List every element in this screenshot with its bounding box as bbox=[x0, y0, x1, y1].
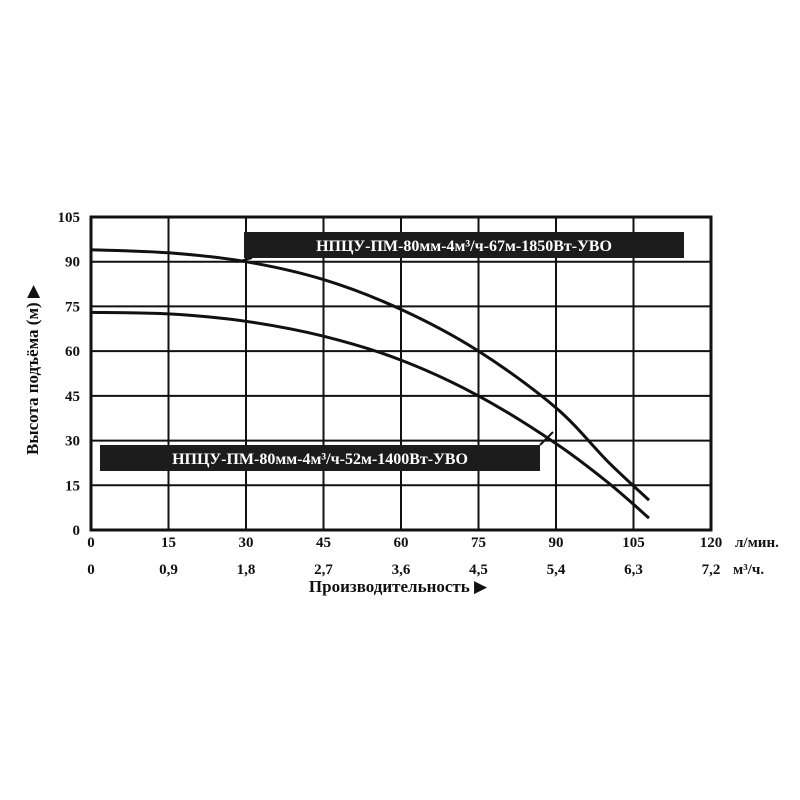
x-tick-label-secondary: 2,7 bbox=[314, 562, 333, 578]
x-tick-label-primary: 60 bbox=[394, 535, 409, 551]
x-tick-label-secondary: 1,8 bbox=[237, 562, 256, 578]
y-tick-label: 0 bbox=[73, 523, 81, 539]
series-label-leader bbox=[235, 257, 253, 263]
series-label-1400w-box bbox=[100, 445, 540, 471]
x-tick-label-primary: 105 bbox=[622, 535, 645, 551]
series-label-1850w-box bbox=[244, 232, 684, 258]
y-tick-label: 90 bbox=[65, 255, 80, 271]
series-lines bbox=[90, 248, 651, 520]
y-tick-label: 60 bbox=[65, 344, 80, 360]
y-tick-label: 15 bbox=[65, 478, 80, 494]
x-tick-label-secondary: 6,3 bbox=[624, 562, 643, 578]
plot-frame bbox=[89, 215, 713, 532]
series-line-1850w bbox=[90, 248, 651, 502]
tick-labels: 0 15 30 45 60 75 90 105 0 15 30 45 60 75 90 105 120 0 0,9 1… bbox=[58, 210, 723, 578]
x-tick-label-primary: 0 bbox=[87, 535, 95, 551]
axes bbox=[89, 215, 713, 532]
series-labels: НПЦУ-ПМ-80мм-4м³/ч-67м-1850Вт-УВО НПЦУ-ПМ… bbox=[100, 232, 684, 471]
x-unit-secondary: м³/ч. bbox=[733, 562, 764, 578]
x-tick-label-primary: 90 bbox=[549, 535, 564, 551]
x-tick-label-secondary: 5,4 bbox=[547, 562, 566, 578]
y-tick-label: 30 bbox=[65, 434, 80, 450]
y-axis-label: Высота подъёма (м) ▶ bbox=[23, 284, 42, 455]
x-tick-label-secondary: 0,9 bbox=[159, 562, 178, 578]
series-line-1400w bbox=[90, 310, 650, 520]
x-axis-label: Производительность ▶ bbox=[309, 577, 488, 596]
x-tick-label-primary: 75 bbox=[471, 535, 486, 551]
y-tick-label: 45 bbox=[65, 389, 80, 405]
x-tick-label-secondary: 4,5 bbox=[469, 562, 488, 578]
x-tick-label-secondary: 3,6 bbox=[392, 562, 411, 578]
series-label-1400w: НПЦУ-ПМ-80мм-4м³/ч-52м-1400Вт-УВО bbox=[172, 451, 468, 468]
series-label-1850w: НПЦУ-ПМ-80мм-4м³/ч-67м-1850Вт-УВО bbox=[316, 238, 612, 255]
x-tick-label-primary: 30 bbox=[239, 535, 254, 551]
x-unit-primary: л/мин. bbox=[735, 535, 779, 551]
series-label-leader bbox=[539, 431, 554, 446]
x-tick-label-primary: 45 bbox=[316, 535, 331, 551]
y-tick-label: 105 bbox=[58, 210, 81, 226]
x-tick-label-secondary: 0 bbox=[87, 562, 95, 578]
x-tick-label-primary: 15 bbox=[161, 535, 176, 551]
x-tick-label-secondary: 7,2 bbox=[702, 562, 721, 578]
x-tick-label-primary: 120 bbox=[700, 535, 723, 551]
y-tick-label: 75 bbox=[65, 299, 80, 315]
grid bbox=[91, 217, 711, 530]
